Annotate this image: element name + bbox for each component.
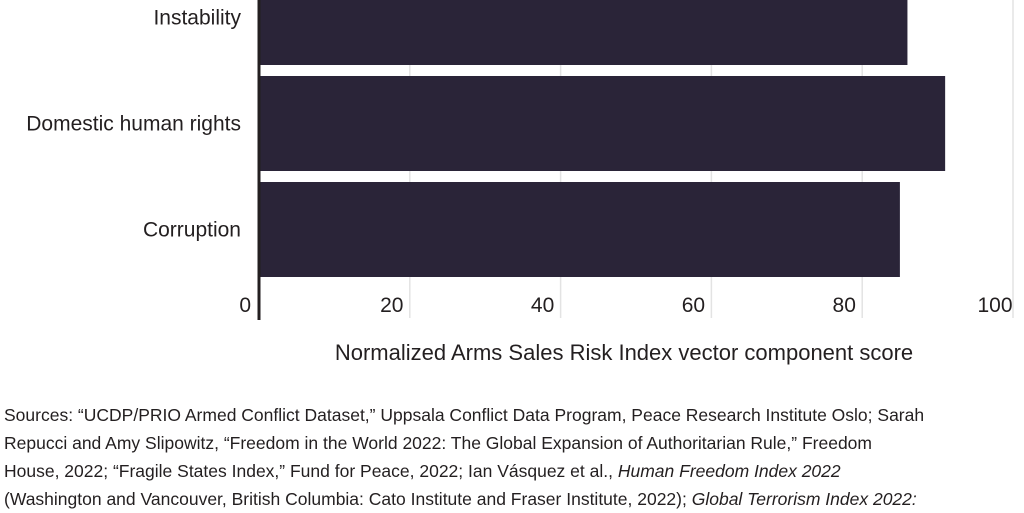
category-label: Instability <box>153 7 241 30</box>
x-tick-label: 20 <box>380 294 403 317</box>
bar <box>259 76 946 171</box>
sources-line: House, 2022; “Fragile States Index,” Fun… <box>4 457 1022 485</box>
sources-note: Sources: “UCDP/PRIO Armed Conflict Datas… <box>4 401 1022 513</box>
x-tick-label: 0 <box>239 294 251 317</box>
x-tick-label: 100 <box>977 294 1012 317</box>
x-tick-label: 40 <box>531 294 554 317</box>
bar-chart: Instability Domestic human rights Corrupti… <box>26 0 1014 365</box>
bars <box>259 0 946 277</box>
sources-italic-title: Global Terrorism Index 2022: <box>691 489 917 509</box>
bar <box>259 182 900 277</box>
sources-text: House, 2022; “Fragile States Index,” Fun… <box>4 461 613 481</box>
x-tick-label: 60 <box>682 294 705 317</box>
x-tick-label: 80 <box>833 294 856 317</box>
category-label: Corruption <box>143 219 241 242</box>
category-label: Domestic human rights <box>26 113 241 136</box>
sources-line: Sources: “UCDP/PRIO Armed Conflict Datas… <box>4 405 925 425</box>
x-tick-labels: 0 20 40 60 80 100 <box>239 294 1012 317</box>
bar <box>259 0 908 65</box>
x-axis-title: Normalized Arms Sales Risk Index vector … <box>335 340 913 365</box>
sources-italic-title: Human Freedom Index 2022 <box>617 461 841 481</box>
sources-line: Repucci and Amy Slipowitz, “Freedom in t… <box>4 433 872 453</box>
category-labels: Instability Domestic human rights Corrupti… <box>26 7 241 242</box>
sources-line: (Washington and Vancouver, British Colum… <box>4 485 1022 513</box>
sources-text: (Washington and Vancouver, British Colum… <box>4 489 687 509</box>
